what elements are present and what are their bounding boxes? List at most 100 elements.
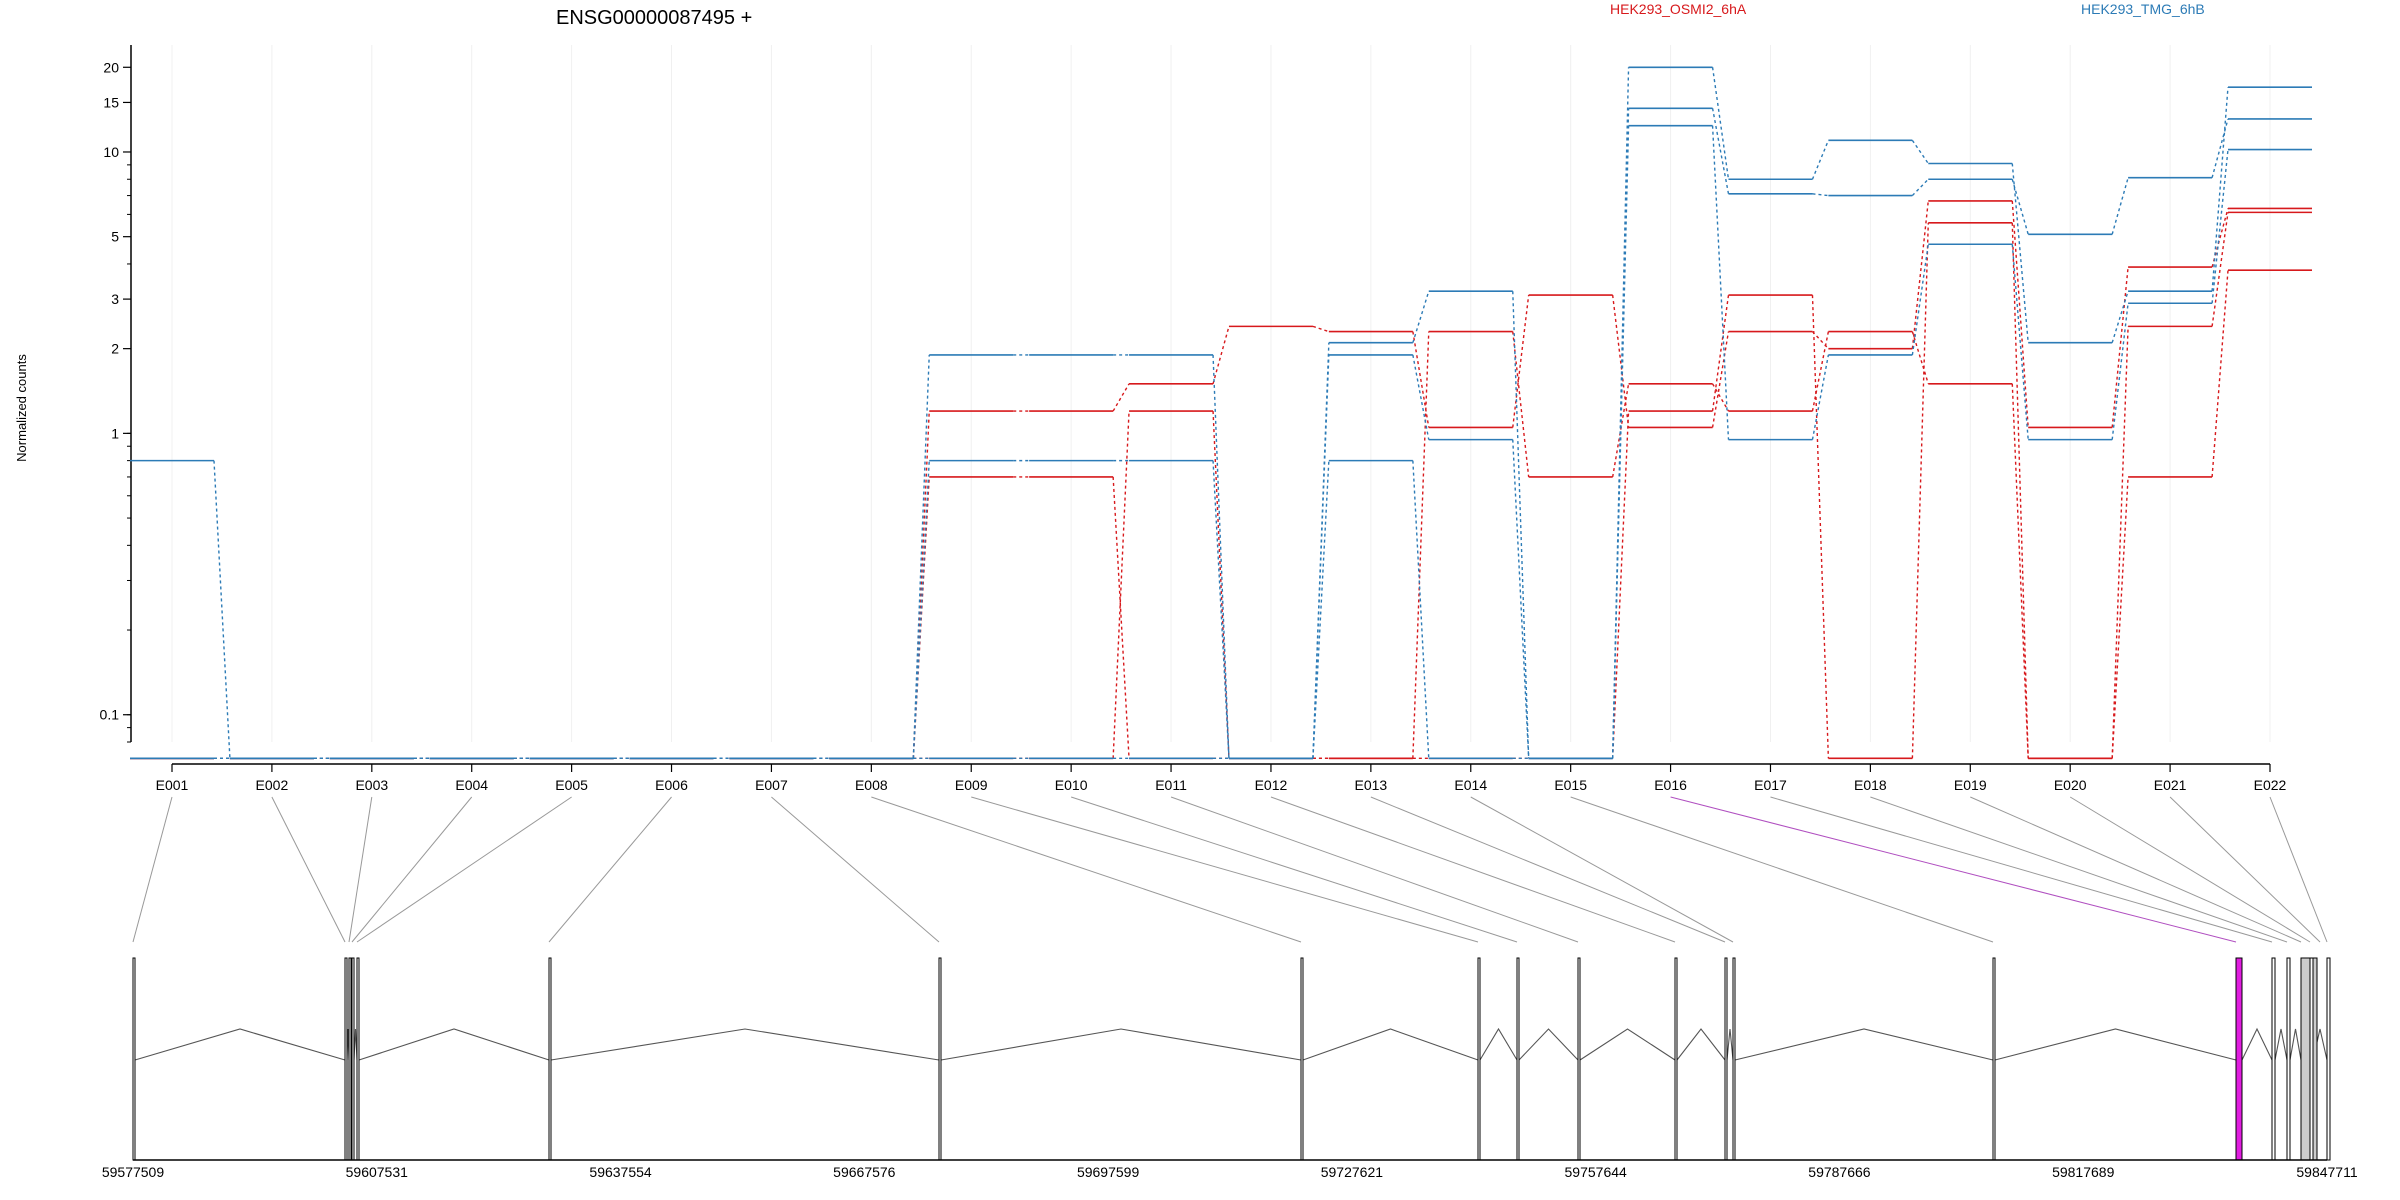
exon-block	[1992, 957, 1996, 1161]
exon-block	[2300, 957, 2318, 1161]
exon-block	[1577, 957, 1581, 1161]
exon-connector	[771, 796, 940, 943]
coordinate-label: 59727621	[1321, 1164, 1384, 1180]
data-connector	[1611, 411, 1630, 759]
x-tick-label: E012	[1255, 777, 1288, 793]
coordinate-label: 59637554	[589, 1164, 652, 1180]
data-connector	[1512, 439, 1530, 759]
series-1	[130, 200, 2312, 760]
exon-block	[548, 957, 552, 1161]
data-connector	[1711, 125, 1730, 440]
exon-connector	[348, 796, 373, 943]
y-tick-label: 1	[111, 425, 119, 441]
data-connector	[1212, 354, 1230, 759]
exon-block	[132, 957, 136, 1161]
legend-entry-tmg: HEK293_TMG_6hB	[2081, 1, 2205, 17]
series-3	[130, 211, 2312, 760]
intron-line	[1302, 1028, 1479, 1061]
data-connector	[1811, 354, 1830, 440]
y-axis: 0.1 1 2 3 5 10 15 20	[100, 45, 132, 743]
data-connector	[1412, 331, 1430, 759]
data-connector	[912, 460, 930, 759]
data-connector	[2111, 303, 2129, 440]
data-connector	[2211, 149, 2229, 304]
exon-block	[2286, 957, 2291, 1161]
exon-connector	[1770, 796, 2273, 943]
data-connector	[1911, 178, 1929, 197]
x-tick-label: E005	[555, 777, 588, 793]
data-connector	[1112, 476, 1130, 759]
exon-block	[1300, 957, 1304, 1161]
data-connector	[1812, 193, 1829, 197]
exon-block	[356, 957, 360, 1161]
exon-connector	[1370, 796, 1726, 943]
data-connector	[2111, 177, 2129, 235]
chart-title: ENSG00000087495 +	[556, 7, 752, 29]
grid-layer	[171, 45, 2271, 742]
intron-line	[1579, 1028, 1676, 1061]
data-connector	[1811, 295, 1830, 759]
x-tick-label: E004	[455, 777, 488, 793]
series-6	[130, 124, 2312, 760]
data-connector	[1312, 325, 1330, 333]
exon-connector	[1870, 796, 2288, 943]
exon-block	[2271, 957, 2276, 1161]
intron-line	[2289, 1028, 2302, 1061]
data-connector	[1212, 326, 1230, 384]
data-connector	[1711, 331, 1730, 428]
genomic-coordinate-layer: 59577509 59607531 59637554 59667576 59697599…	[102, 1159, 2358, 1180]
data-connector	[1711, 108, 1730, 194]
data-connector	[1711, 295, 1730, 412]
series-4	[130, 66, 2312, 760]
intron-line	[1479, 1027, 1518, 1061]
exon-connector	[1470, 796, 1734, 943]
data-connector	[1412, 331, 1430, 428]
data-connector	[1312, 460, 1330, 759]
y-tick-label: 15	[103, 94, 119, 110]
data-connector	[1312, 354, 1330, 759]
x-tick-label: E010	[1055, 777, 1088, 793]
exon-connector	[1970, 796, 2302, 943]
exon-block	[344, 957, 348, 1161]
exon-connector	[2269, 796, 2328, 943]
x-tick-label: E008	[855, 777, 888, 793]
data-connector	[1711, 383, 1730, 412]
x-tick-label: E022	[2254, 777, 2287, 793]
exon-block	[1724, 957, 1728, 1161]
data-connector	[2011, 200, 2029, 428]
exon-connector	[871, 796, 1302, 943]
exon-block	[351, 957, 355, 1161]
data-connector	[1911, 331, 1929, 385]
data-connector	[2111, 326, 2129, 759]
data-connector	[1811, 331, 1830, 412]
data-connector	[1212, 411, 1230, 759]
series-5	[130, 107, 2312, 760]
exon-connector	[271, 796, 346, 943]
x-tick-label: E014	[1454, 777, 1487, 793]
exon-connector-layer	[132, 796, 2328, 943]
data-connector	[1811, 140, 1830, 180]
coordinate-label: 59817689	[2052, 1164, 2115, 1180]
series-layer	[130, 66, 2312, 760]
data-connector	[2011, 244, 2029, 440]
data-connector	[1512, 295, 1530, 428]
data-connector	[1711, 67, 1730, 180]
data-connector	[1412, 291, 1430, 343]
intron-line	[358, 1028, 550, 1061]
data-connector	[1911, 139, 1929, 164]
coordinate-label: 59697599	[1077, 1164, 1140, 1180]
exon-block	[348, 957, 352, 1161]
data-connector	[1512, 331, 1530, 478]
coordinate-label: 59667576	[833, 1164, 896, 1180]
data-connector	[1611, 295, 1630, 428]
data-connector	[1412, 354, 1430, 440]
coordinate-label: 59577509	[102, 1164, 165, 1180]
y-tick-label: 10	[103, 144, 119, 160]
y-tick-label: 2	[111, 341, 119, 357]
exon-connector	[351, 796, 473, 943]
x-tick-label: E016	[1654, 777, 1687, 793]
data-connector	[2011, 383, 2029, 759]
data-connector	[1412, 460, 1430, 759]
x-tick-label: E015	[1554, 777, 1587, 793]
